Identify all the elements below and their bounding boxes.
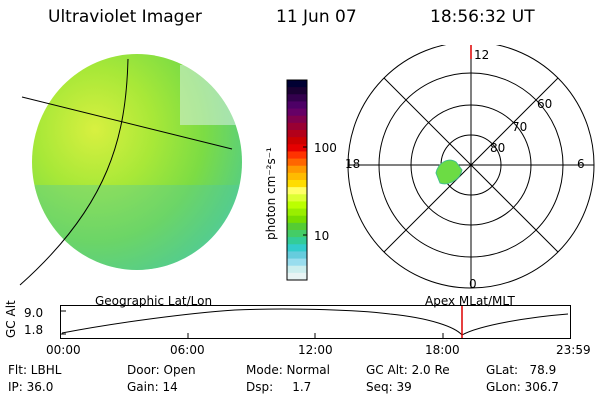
colorbar-cell (287, 158, 307, 167)
colorbar-cell (287, 244, 307, 252)
colorbar-cell (287, 215, 307, 224)
mlat-label-80: 80 (490, 141, 506, 155)
timeline-xtick-1200: 12:00 (298, 343, 333, 357)
altitude-curve (61, 308, 569, 336)
colorbar-frame (286, 79, 308, 281)
timeline-xtick-1800: 18:00 (425, 343, 460, 357)
mlt-label-18: 18 (345, 157, 361, 171)
colorbar-cell (287, 101, 307, 110)
colorbar-unit-label: photon cm⁻²s⁻¹ (264, 147, 278, 240)
colorbar-cell (287, 265, 307, 274)
mlt-label-6: 6 (577, 157, 585, 171)
altitude-timeline (60, 305, 571, 339)
colorbar-cell (287, 87, 307, 95)
meridian-line (19, 58, 129, 286)
polar-diagonal-2 (383, 77, 559, 253)
colorbar-cell (287, 230, 307, 238)
gain-info: Gain: 14 (127, 380, 178, 394)
colorbar-cell (287, 194, 307, 202)
colorbar-cell (287, 251, 307, 260)
colorbar-cell (287, 94, 307, 102)
timeline-frame (60, 305, 571, 339)
filter-info: Flt: LBHL (8, 363, 62, 377)
date-label: 11 Jun 07 (276, 7, 357, 27)
instrument-title: Ultraviolet Imager (48, 7, 202, 27)
time-label: 18:56:32 UT (430, 7, 535, 27)
colorbar-cell (287, 122, 307, 131)
colorbar-cell (287, 115, 307, 124)
mlat-label-70: 70 (512, 120, 528, 134)
latitude-line (21, 96, 233, 150)
colorbar-cell (287, 272, 307, 281)
glat-info: GLat: 78.9 (486, 363, 557, 377)
timeline-right-title: Apex MLat/MLT (425, 294, 515, 308)
timeline-ytick-9: 9.0 (24, 306, 44, 320)
colorbar (286, 79, 308, 281)
seq-info: Seq: 39 (366, 380, 412, 394)
colorbar-cell (287, 222, 307, 231)
colorbar-cell (287, 201, 307, 210)
ip-info: IP: 36.0 (8, 380, 54, 394)
door-info: Door: Open (127, 363, 196, 377)
polar-plot (347, 45, 595, 289)
mlt-label-12: 12 (474, 48, 490, 62)
auroral-data-patch (435, 159, 463, 185)
colorbar-cell (287, 165, 307, 174)
colorbar-tick-label-10: 10 (314, 229, 330, 243)
timeline-left-title: Geographic Lat/Lon (95, 294, 213, 308)
mlt-label-0: 0 (469, 277, 477, 291)
timeline-xtick-0000: 00:00 (46, 343, 81, 357)
dsp-info: Dsp: 1.7 (246, 380, 312, 394)
timeline-ylabel: GC Alt (4, 300, 18, 338)
colorbar-cell (287, 187, 307, 195)
colorbar-cell (287, 137, 307, 145)
colorbar-cell (287, 258, 307, 267)
colorbar-cell (287, 237, 307, 245)
colorbar-tick-label-100: 100 (314, 141, 337, 155)
mode-info: Mode: Normal (246, 363, 330, 377)
colorbar-gradient (287, 80, 307, 281)
colorbar-cell (287, 108, 307, 117)
colorbar-cell (287, 172, 307, 181)
gc-alt-info: GC Alt: 2.0 Re (366, 363, 450, 377)
colorbar-cell (287, 80, 307, 88)
timeline-xtick-0600: 06:00 (170, 343, 205, 357)
mlat-label-60: 60 (537, 97, 553, 111)
colorbar-cell (287, 180, 307, 188)
glon-info: GLon: 306.7 (486, 380, 559, 394)
colorbar-cell (287, 130, 307, 138)
geographic-image (19, 54, 242, 286)
timeline-ytick-1-8: 1.8 (24, 323, 44, 337)
timeline-xtick-2359: 23:59 (556, 343, 591, 357)
colorbar-cell (287, 208, 307, 217)
colorbar-cell (287, 144, 307, 152)
colorbar-cell (287, 151, 307, 160)
